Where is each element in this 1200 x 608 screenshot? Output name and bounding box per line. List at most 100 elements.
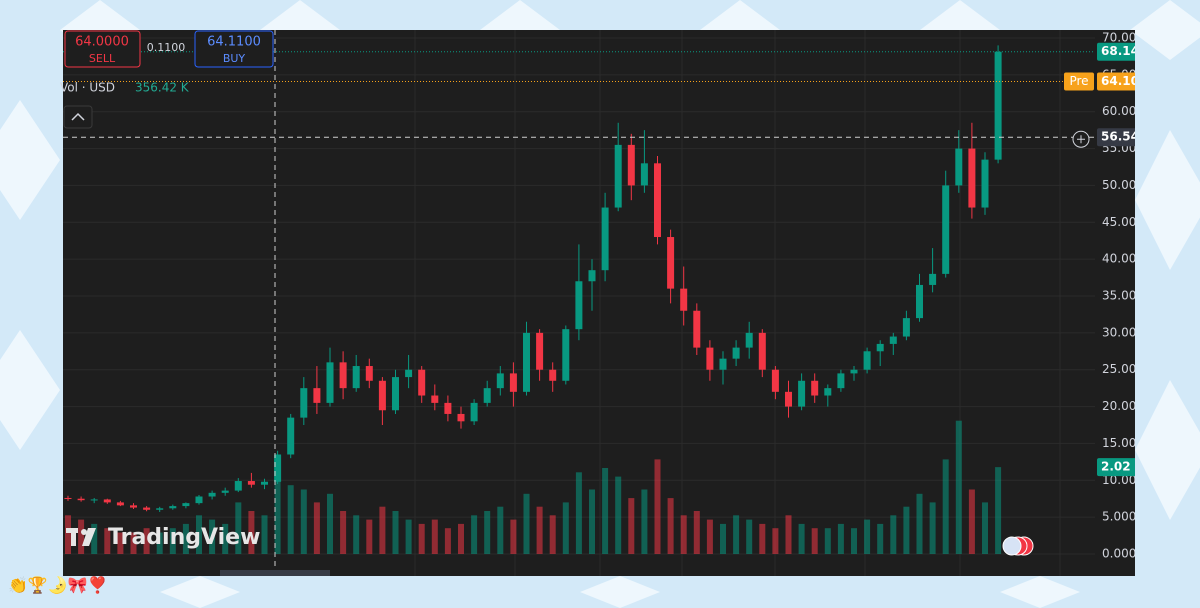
volume-bar [837, 523, 844, 554]
buy-price: 64.1100 [207, 35, 261, 50]
pre-market-name: Pre [1069, 74, 1088, 88]
candle-body [470, 402, 478, 422]
volume-legend-label: Vol · USD [60, 81, 115, 95]
volume-bar [169, 528, 176, 554]
volume-bar [510, 519, 517, 554]
volume-bar [759, 523, 766, 554]
volume-bar [824, 528, 831, 554]
last-volume-tag [1097, 458, 1135, 477]
y-tick-label: 40.00 [1102, 252, 1136, 266]
candle-body [640, 163, 648, 186]
volume-bar [890, 515, 897, 554]
volume-bar [104, 528, 111, 554]
candle-body [195, 496, 203, 504]
y-tick-label: 25.00 [1102, 362, 1136, 376]
volume-bar [497, 506, 504, 554]
candle-body [352, 366, 360, 389]
volume-bar [235, 502, 242, 554]
volume-bar [91, 523, 98, 554]
candle-body [103, 499, 111, 503]
sell-button[interactable] [64, 30, 141, 68]
candle-body [300, 388, 308, 418]
candle-body [929, 273, 937, 285]
volume-bar [143, 528, 150, 554]
candle-body [549, 369, 557, 381]
candle-body [798, 380, 806, 407]
candle-body [365, 366, 373, 381]
candle-body [680, 288, 688, 311]
volume-bar [562, 502, 569, 554]
pre-market-name-tag [1064, 72, 1094, 91]
y-tick-label: 60.00 [1102, 104, 1136, 118]
logo [66, 528, 96, 546]
watermark: TradingView [108, 525, 260, 550]
candle-body [247, 481, 255, 485]
volume-bar [929, 502, 936, 554]
volume-bar [798, 523, 805, 554]
volume-bar [156, 532, 163, 554]
collapse-button[interactable] [63, 105, 93, 129]
volume-bar [706, 519, 713, 554]
y-tick-label: 45.00 [1102, 215, 1136, 229]
candle-body [614, 144, 622, 208]
candle-body [588, 270, 596, 282]
volume-bar [733, 515, 740, 554]
volume-bar [379, 506, 386, 554]
candle-body [732, 347, 740, 359]
candle-body [942, 185, 950, 274]
crosshair-price-tag [1097, 128, 1135, 147]
volume-bar [641, 489, 648, 554]
volume-bar [589, 489, 595, 554]
x-tick-label: May [853, 575, 878, 589]
volume-bar [864, 519, 871, 554]
x-tick-label: Dec [403, 575, 426, 589]
volume-bar [444, 528, 451, 554]
volume-bar [536, 506, 543, 554]
crosshair-price-label: 56.54 [1101, 130, 1139, 144]
candle-body [824, 388, 832, 396]
volume-bar [995, 467, 1002, 554]
candle-body [77, 498, 85, 501]
candle-body [64, 497, 72, 499]
candle-body [955, 148, 963, 186]
y-tick-label: 50.00 [1102, 178, 1136, 192]
volume-bar [877, 523, 884, 554]
candle-body [758, 332, 766, 370]
candle-body [876, 343, 884, 352]
candle-body [902, 318, 910, 337]
candle-body [130, 505, 137, 508]
y-tick-label: 35.00 [1102, 289, 1136, 303]
volume-bar [680, 515, 687, 554]
add-alert-plus [1077, 135, 1085, 144]
sell-label: SELL [89, 52, 116, 65]
last-price-tag [1097, 42, 1135, 61]
volume-bar [117, 532, 124, 554]
candle-body [745, 332, 753, 348]
candle-body [667, 237, 675, 289]
candle-body [378, 380, 386, 411]
volume-bar [327, 493, 333, 554]
y-tick-label: 70.00 [1102, 31, 1136, 45]
crosshair-date-box [220, 570, 330, 576]
volume-bar [654, 459, 661, 554]
candle-body [90, 499, 98, 501]
buy-label: BUY [223, 52, 246, 65]
candle-body [523, 332, 530, 392]
volume-bar [575, 472, 582, 554]
candle-body [719, 358, 727, 370]
volume-bar [261, 515, 268, 554]
candle-body [326, 362, 334, 403]
buy-button[interactable] [194, 30, 274, 68]
volume-bar [353, 515, 360, 554]
candle-body [968, 148, 976, 208]
volume-bar [392, 511, 399, 554]
volume-bar [942, 459, 949, 554]
candle-body [536, 332, 544, 370]
pre-market-tag [1097, 72, 1135, 91]
volume-bar [248, 511, 255, 554]
candle-body [693, 310, 701, 348]
volume-bar [313, 502, 320, 554]
candle-body [994, 51, 1002, 160]
candle-body [916, 284, 923, 319]
